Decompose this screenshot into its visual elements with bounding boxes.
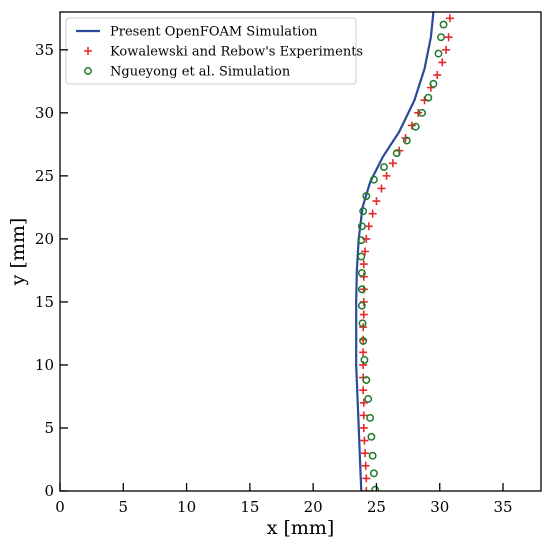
data-point: [367, 432, 376, 441]
data-point: [442, 45, 451, 54]
legend-label: Kowalewski and Rebow's Experiments: [110, 45, 363, 60]
data-point: [369, 469, 378, 478]
y-tick-label: 20: [35, 230, 54, 248]
data-point: [388, 159, 397, 168]
x-tick-label: 5: [119, 498, 129, 516]
y-tick-label: 30: [35, 104, 54, 122]
data-point: [445, 14, 454, 23]
axes: 0 5 10 15 20 25 30 35 0 5 10 15 20 25 30 35 x [mm] y [mm]: [7, 11, 542, 539]
y-tick-label: 15: [35, 293, 54, 311]
plot-frame: [59, 11, 542, 492]
data-point: [439, 20, 448, 29]
x-tick-label: 10: [177, 498, 196, 516]
series-2: [359, 14, 454, 491]
data-point: [357, 301, 366, 310]
data-point: [434, 49, 443, 58]
data-point: [433, 71, 442, 80]
data-point: [362, 474, 371, 483]
x-axis-label: x [mm]: [267, 517, 335, 539]
data-point: [359, 386, 368, 395]
data-point: [361, 461, 370, 470]
data-point: [380, 163, 388, 171]
data-point: [437, 33, 445, 42]
data-point: [361, 449, 370, 458]
series-3: [357, 20, 448, 491]
data-point: [359, 310, 368, 319]
data-point: [358, 319, 367, 328]
data-point: [357, 285, 366, 294]
y-tick-label: 5: [44, 419, 54, 437]
y-tick-label: 35: [35, 41, 54, 59]
data-point: [372, 197, 381, 206]
data-point: [402, 136, 411, 145]
y-tick-label: 0: [44, 482, 54, 500]
legend-label: Present OpenFOAM Simulation: [110, 25, 318, 40]
legend-label: Ngueyong et al. Simulation: [110, 65, 291, 80]
data-point: [362, 376, 371, 385]
data-point: [362, 487, 371, 491]
data-point: [418, 108, 426, 117]
data-point: [359, 398, 368, 407]
data-point: [364, 222, 373, 231]
x-tick-label: 30: [430, 498, 449, 516]
x-tick-label: 25: [367, 498, 386, 516]
legend: Present OpenFOAM Simulation Kowalewski an…: [65, 17, 363, 85]
data-point: [357, 236, 366, 245]
data-point: [359, 337, 368, 345]
x-tick-label: 15: [240, 498, 259, 516]
data-point: [366, 413, 375, 422]
data-point: [357, 268, 366, 277]
data-point: [359, 423, 368, 432]
data-point: [359, 411, 368, 420]
y-tick-label: 25: [35, 167, 54, 185]
data-point: [382, 171, 391, 180]
data-point: [364, 395, 373, 403]
data-point: [424, 93, 433, 102]
data-point: [429, 79, 438, 88]
y-tick-label: 10: [35, 356, 54, 374]
data-point: [444, 33, 453, 42]
x-tick-label: 20: [304, 498, 323, 516]
data-point: [362, 192, 371, 200]
data-point: [357, 252, 366, 261]
data-point: [392, 149, 401, 158]
data-point: [357, 222, 366, 231]
y-axis-label: y [mm]: [7, 218, 29, 287]
legend-box: [65, 17, 357, 85]
data-point: [359, 207, 368, 216]
data-point: [371, 485, 380, 491]
data-point: [359, 260, 368, 269]
data-point: [438, 58, 447, 67]
data-point: [407, 121, 416, 130]
data-point: [368, 209, 377, 218]
data-point: [361, 247, 370, 256]
data-point: [360, 436, 369, 445]
data-point: [359, 348, 368, 357]
data-point: [369, 175, 378, 184]
data-point: [411, 122, 420, 131]
x-tick-label: 35: [493, 498, 512, 516]
data-point: [360, 355, 369, 364]
data-point: [377, 184, 386, 193]
data-point: [368, 451, 377, 460]
x-tick-label: 0: [55, 498, 65, 516]
legend-circle-swatch: [84, 67, 92, 75]
legend-plus-swatch: [84, 47, 92, 55]
plot-marks: [355, 12, 454, 491]
